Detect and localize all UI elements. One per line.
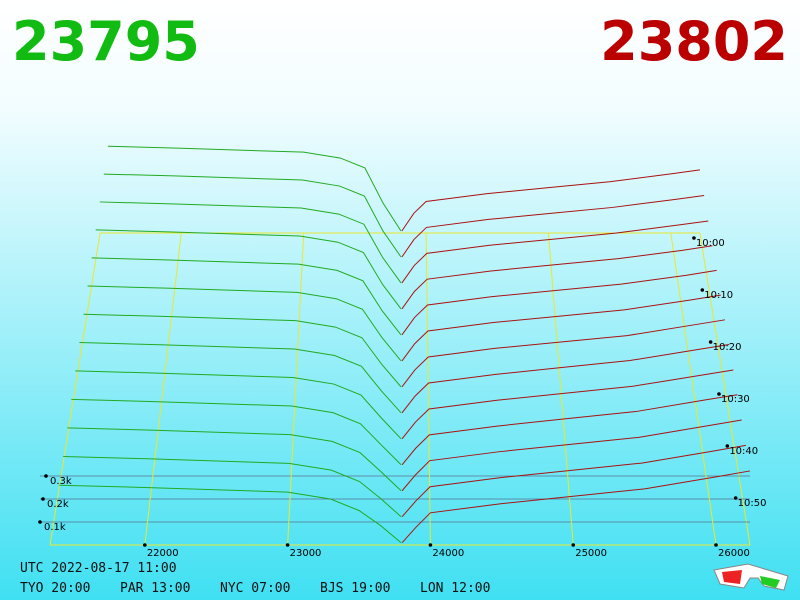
asks-depth-line bbox=[401, 369, 734, 440]
asks-depth-line bbox=[401, 294, 721, 362]
bids-depth-line bbox=[95, 229, 402, 310]
price-tick-label: 23000 bbox=[290, 548, 322, 559]
bids-depth-line bbox=[63, 456, 402, 518]
time-tick-label: 10:10 bbox=[704, 290, 733, 301]
plot: 0.1k 0.2k 0.3k 22000 23000 24000 25000 26000 10:… bbox=[38, 145, 767, 559]
price-tick-label: 24000 bbox=[432, 548, 464, 559]
depth-tick-label: 0.3k bbox=[50, 476, 72, 487]
bids-depth-line bbox=[75, 370, 402, 440]
time-tick-label: 10:30 bbox=[721, 394, 750, 405]
clocks: TYO 20:00 PAR 13:00 NYC 07:00 BJS 19:00 LON … bbox=[20, 581, 490, 596]
price-tick-label: 26000 bbox=[718, 548, 750, 559]
asks-depth-line bbox=[401, 220, 709, 284]
price-grid-line bbox=[670, 232, 717, 546]
time-tick bbox=[717, 392, 721, 396]
bids-depth-line bbox=[79, 342, 402, 414]
time-tick bbox=[725, 444, 730, 448]
asks-depth-line bbox=[401, 470, 751, 544]
depth-tick-label: 0.1k bbox=[44, 522, 66, 533]
city-clock: PAR 13:00 bbox=[120, 581, 190, 596]
price-tick bbox=[143, 543, 147, 547]
asks-depth-line bbox=[401, 269, 717, 336]
utc-time: UTC 2022-08-17 11:00 bbox=[20, 561, 177, 576]
bids-depth-line bbox=[99, 201, 402, 284]
asks-depth-line bbox=[401, 194, 705, 258]
price-grid-line bbox=[425, 232, 431, 546]
price-tick-label: 25000 bbox=[575, 548, 607, 559]
side-frame bbox=[699, 232, 751, 546]
price-tick bbox=[285, 543, 290, 547]
bids-depth-line bbox=[67, 427, 402, 492]
time-tick-label: 10:50 bbox=[738, 498, 767, 509]
price-tick bbox=[571, 543, 576, 547]
bid-price: 23795 bbox=[12, 10, 200, 73]
bids-depth-line bbox=[59, 484, 402, 544]
price-tick bbox=[714, 543, 718, 547]
time-tick bbox=[700, 288, 705, 292]
asks-depth-line bbox=[401, 343, 730, 414]
city-clock: TYO 20:00 bbox=[20, 581, 90, 596]
bids-depth-line bbox=[83, 313, 402, 388]
price-grid-line bbox=[144, 232, 182, 546]
bids-depth-line bbox=[91, 257, 402, 336]
depth-tick-label: 0.2k bbox=[47, 499, 69, 510]
asks-depth-line bbox=[401, 444, 746, 518]
time-tick bbox=[708, 340, 713, 344]
time-tick-label: 10:40 bbox=[729, 446, 758, 457]
price-grid-line bbox=[547, 232, 574, 546]
city-clock: NYC 07:00 bbox=[220, 581, 290, 596]
depth-tick bbox=[41, 497, 45, 501]
city-clock: LON 12:00 bbox=[420, 581, 490, 596]
bids-depth-line bbox=[107, 145, 402, 232]
time-tick-label: 10:20 bbox=[713, 342, 742, 353]
asks-depth-line bbox=[401, 245, 713, 310]
depth-tick bbox=[44, 474, 48, 478]
bids-depth-line bbox=[87, 285, 402, 362]
asks-depth-line bbox=[401, 394, 738, 466]
ask-price: 23802 bbox=[600, 10, 788, 73]
bids-depth-line bbox=[103, 173, 402, 258]
price-tick-label: 22000 bbox=[147, 548, 179, 559]
side-frame bbox=[49, 232, 101, 546]
depth-tick bbox=[38, 520, 42, 524]
time-tick bbox=[733, 496, 738, 500]
3d-glasses-icon bbox=[713, 563, 789, 591]
time-tick bbox=[692, 236, 696, 240]
asks-depth-line bbox=[401, 419, 742, 492]
bids-depth-line bbox=[71, 398, 402, 466]
city-clock: BJS 19:00 bbox=[320, 581, 390, 596]
asks-depth-line bbox=[401, 319, 726, 388]
asks-depth-line bbox=[401, 169, 701, 232]
price-tick bbox=[428, 543, 433, 547]
time-tick-label: 10:00 bbox=[696, 238, 725, 249]
